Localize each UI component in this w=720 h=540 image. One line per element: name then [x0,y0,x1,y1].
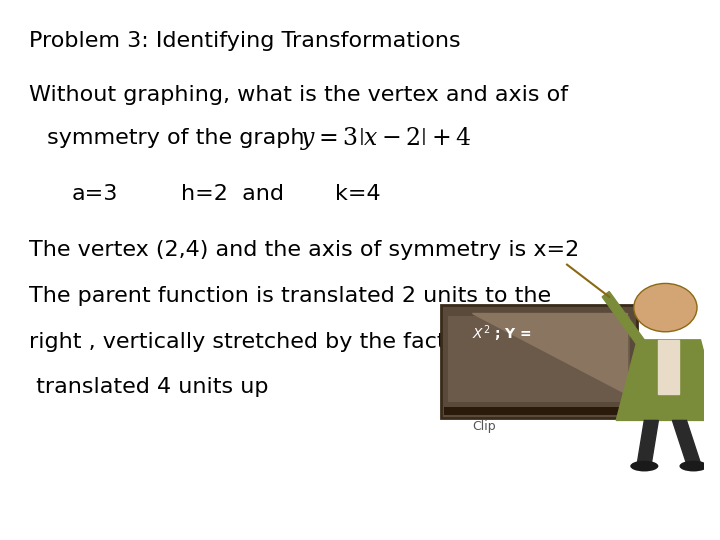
Text: The parent function is translated 2 units to the: The parent function is translated 2 unit… [30,286,552,306]
Polygon shape [616,340,720,421]
Polygon shape [686,350,720,372]
FancyBboxPatch shape [444,407,634,415]
Text: The vertex (2,4) and the axis of symmetry is x=2: The vertex (2,4) and the axis of symmetr… [30,240,580,260]
Polygon shape [602,292,644,345]
Text: h=2  and: h=2 and [181,184,284,204]
Text: symmetry of the graph: symmetry of the graph [40,127,312,147]
Text: translated 4 units up: translated 4 units up [30,377,269,397]
Text: Clip: Clip [472,421,496,434]
Polygon shape [658,340,680,394]
Polygon shape [472,313,626,394]
Ellipse shape [680,461,708,471]
FancyBboxPatch shape [448,316,630,402]
Text: Without graphing, what is the vertex and axis of: Without graphing, what is the vertex and… [30,85,569,105]
Ellipse shape [630,461,658,471]
FancyBboxPatch shape [441,305,637,418]
Text: $y = 3\left|x-2\right|+4$: $y = 3\left|x-2\right|+4$ [300,125,471,152]
FancyBboxPatch shape [711,353,720,396]
Text: right , vertically stretched by the factor 3, and: right , vertically stretched by the fact… [30,332,546,352]
Ellipse shape [634,284,697,332]
Text: $X^2$ ; Y =: $X^2$ ; Y = [472,323,532,345]
Text: Problem 3: Identifying Transformations: Problem 3: Identifying Transformations [30,31,461,51]
Polygon shape [637,421,658,463]
Polygon shape [672,421,701,463]
Text: a=3: a=3 [72,184,118,204]
Text: k=4: k=4 [335,184,381,204]
